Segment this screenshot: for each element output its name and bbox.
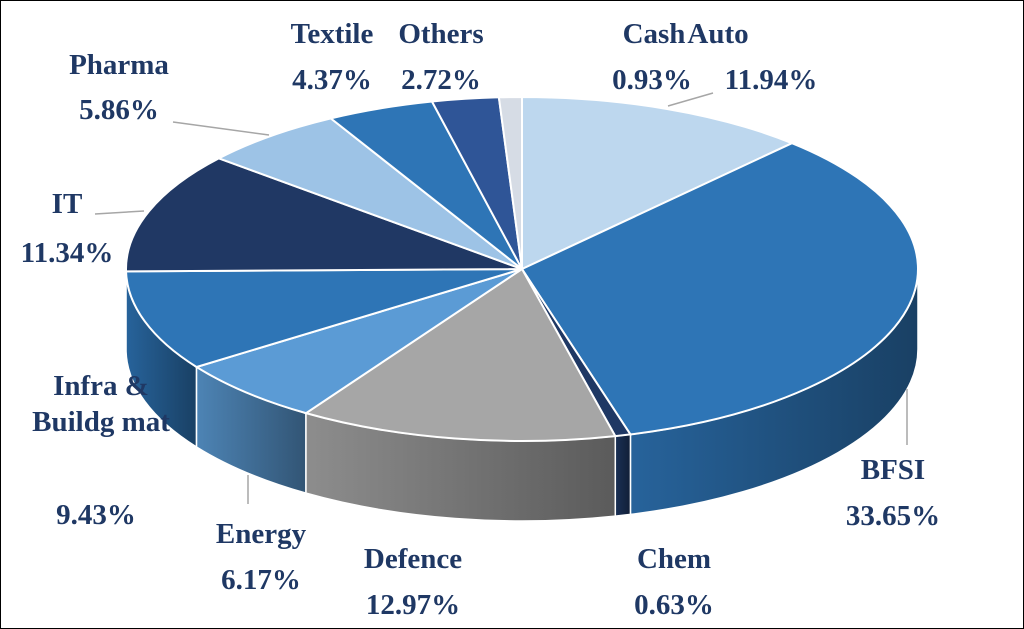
pie-side-chem xyxy=(614,433,632,517)
category-label-others: Others xyxy=(398,18,483,50)
value-label-pharma: 5.86% xyxy=(79,94,159,126)
value-label-energy: 6.17% xyxy=(221,564,301,596)
leader-line-cash xyxy=(667,92,714,107)
category-label-textile: Textile xyxy=(291,18,374,50)
value-label-bfsi: 33.65% xyxy=(846,500,940,532)
leader-line-it xyxy=(94,210,145,215)
value-label-chem: 0.63% xyxy=(634,589,714,621)
pie-slice-auto xyxy=(521,95,795,271)
pie-top-face xyxy=(125,95,919,442)
value-label-defence: 12.97% xyxy=(366,589,460,621)
category-label-pharma: Pharma xyxy=(69,49,169,81)
pie-slice-pharma xyxy=(216,117,523,270)
pie-side-walls xyxy=(125,268,919,522)
value-label-cash: 0.93% xyxy=(612,64,692,96)
category-label-bfsi: BFSI xyxy=(861,454,925,486)
data-labels: Auto 11.94% BFSI 33.65% Chem 0.63% Defence 12.9… xyxy=(21,18,940,621)
category-label-it: IT xyxy=(52,188,83,220)
category-label-cash: Cash xyxy=(623,18,686,50)
leader-lines xyxy=(94,92,908,504)
value-label-infra-buildg-mat: 9.43% xyxy=(56,499,136,531)
pie-slice-infra-buildg-mat xyxy=(125,268,523,369)
pie-slice-bfsi xyxy=(520,142,919,436)
category-label-chem: Chem xyxy=(637,543,711,575)
pie-slice-it xyxy=(125,157,523,273)
category-label-infra-buildg-mat: Infra & xyxy=(53,370,149,402)
value-label-it: 11.34% xyxy=(21,237,114,269)
category-label-auto: Auto xyxy=(687,18,748,50)
category-label-infra-buildg-mat: Buildg mat xyxy=(32,406,170,438)
category-label-energy: Energy xyxy=(216,518,307,550)
category-label-defence: Defence xyxy=(364,543,462,575)
value-label-auto: 11.94% xyxy=(725,64,818,96)
leader-line-pharma xyxy=(172,121,270,136)
value-label-textile: 4.37% xyxy=(292,64,372,96)
value-label-others: 2.72% xyxy=(401,64,481,96)
pie-slice-cash xyxy=(497,95,523,270)
pie-slice-defence xyxy=(303,267,617,442)
pie-slice-energy xyxy=(194,268,523,415)
